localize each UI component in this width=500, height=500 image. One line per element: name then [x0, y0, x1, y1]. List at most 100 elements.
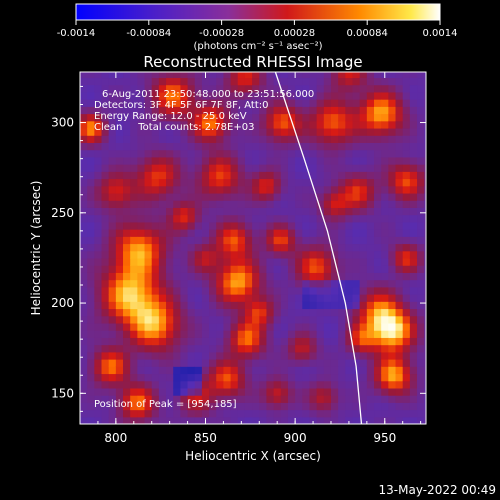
- heatmap-cell: [201, 279, 210, 288]
- heatmap-cell: [266, 279, 275, 288]
- heatmap-cell: [266, 330, 275, 338]
- heatmap-cell: [94, 359, 103, 367]
- heatmap-cell: [137, 229, 146, 237]
- heatmap-cell: [330, 99, 339, 107]
- heatmap-cell: [374, 106, 382, 115]
- heatmap-cell: [115, 236, 124, 245]
- heatmap-cell: [374, 279, 382, 288]
- heatmap-cell: [130, 84, 138, 93]
- heatmap-cell: [151, 142, 160, 151]
- heatmap-cell: [94, 142, 103, 151]
- heatmap-cell: [352, 142, 361, 151]
- heatmap-cell: [187, 135, 196, 143]
- heatmap-cell: [230, 142, 239, 151]
- heatmap-cell: [302, 192, 311, 201]
- heatmap-cell: [237, 135, 246, 143]
- heatmap-cell: [144, 279, 153, 288]
- heatmap-cell: [216, 294, 225, 302]
- heatmap-cell: [402, 156, 411, 165]
- heatmap-cell: [295, 171, 303, 180]
- heatmap-cell: [381, 99, 389, 107]
- heatmap-cell: [244, 351, 253, 360]
- heatmap-cell: [359, 250, 368, 259]
- heatmap-cell: [173, 164, 181, 172]
- heatmap-cell: [151, 250, 160, 259]
- heatmap-cell: [201, 229, 210, 237]
- heatmap-cell: [244, 395, 253, 403]
- heatmap-cell: [123, 330, 131, 338]
- heatmap-cell: [345, 236, 354, 245]
- heatmap-cell: [395, 149, 404, 158]
- heatmap-cell: [123, 279, 131, 288]
- heatmap-cell: [94, 402, 103, 411]
- heatmap-cell: [237, 402, 246, 411]
- annotation-clean-counts: Clean Total counts: 2.78E+03: [94, 122, 254, 133]
- heatmap-cell: [137, 395, 146, 403]
- heatmap-cell: [216, 127, 225, 136]
- heatmap-cell: [80, 286, 88, 295]
- heatmap-cell: [252, 308, 260, 317]
- heatmap-cell: [345, 286, 354, 295]
- heatmap-cell: [345, 192, 354, 201]
- heatmap-cell: [359, 142, 368, 151]
- heatmap-cell: [201, 214, 210, 223]
- heatmap-cell: [87, 142, 95, 151]
- heatmap-cell: [187, 330, 196, 338]
- heatmap-cell: [295, 351, 303, 360]
- heatmap-cell: [101, 359, 110, 367]
- heatmap-cell: [338, 229, 346, 237]
- heatmap-cell: [130, 373, 138, 382]
- heatmap-cell: [409, 344, 418, 353]
- heatmap-cell: [395, 308, 404, 317]
- heatmap-cell: [194, 200, 203, 208]
- heatmap-cell: [223, 395, 232, 403]
- heatmap-cell: [180, 322, 189, 331]
- heatmap-cell: [338, 366, 346, 375]
- heatmap-cell: [194, 373, 203, 382]
- heatmap-cell: [144, 265, 153, 273]
- heatmap-cell: [309, 214, 318, 223]
- heatmap-cell: [244, 402, 253, 411]
- heatmap-cell: [244, 322, 253, 331]
- heatmap-cell: [366, 229, 375, 237]
- heatmap-cell: [302, 315, 311, 324]
- heatmap-cell: [359, 106, 368, 115]
- heatmap-cell: [417, 106, 425, 115]
- heatmap-cell: [295, 221, 303, 230]
- heatmap-cell: [330, 286, 339, 295]
- heatmap-cell: [338, 113, 346, 122]
- heatmap-cell: [187, 77, 196, 86]
- heatmap-cell: [280, 272, 289, 281]
- heatmap-cell: [137, 207, 146, 216]
- heatmap-cell: [287, 156, 296, 165]
- heatmap-cell: [223, 265, 232, 273]
- heatmap-cell: [266, 171, 275, 180]
- heatmap-cell: [166, 380, 174, 389]
- heatmap-cell: [201, 250, 210, 259]
- heatmap-cell: [259, 236, 268, 245]
- heatmap-cell: [409, 207, 418, 216]
- heatmap-cell: [409, 178, 418, 187]
- heatmap-cell: [424, 294, 426, 302]
- heatmap-cell: [359, 351, 368, 360]
- heatmap-cell: [273, 286, 282, 295]
- heatmap-cell: [158, 84, 167, 93]
- heatmap-cell: [166, 279, 174, 288]
- heatmap-cell: [115, 113, 124, 122]
- heatmap-cell: [115, 77, 124, 86]
- heatmap-cell: [388, 308, 397, 317]
- heatmap-cell: [309, 265, 318, 273]
- heatmap-cell: [316, 171, 325, 180]
- heatmap-cell: [417, 156, 425, 165]
- heatmap-cell: [180, 308, 189, 317]
- heatmap-cell: [144, 416, 153, 424]
- heatmap-cell: [194, 387, 203, 396]
- heatmap-cell: [158, 164, 167, 172]
- heatmap-cell: [137, 178, 146, 187]
- heatmap-cell: [173, 243, 181, 252]
- heatmap-cell: [237, 330, 246, 338]
- heatmap-cell: [115, 178, 124, 187]
- heatmap-cell: [108, 113, 117, 122]
- heatmap-cell: [424, 322, 426, 331]
